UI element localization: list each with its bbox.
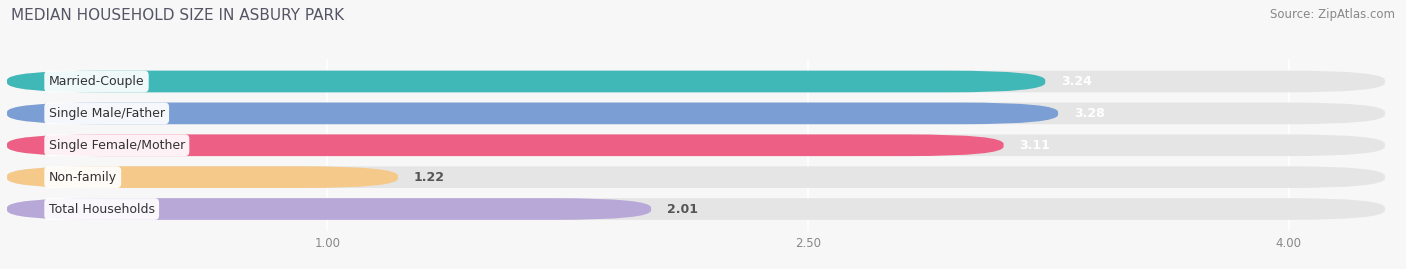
Text: Single Female/Mother: Single Female/Mother xyxy=(49,139,186,152)
FancyBboxPatch shape xyxy=(7,71,1385,92)
FancyBboxPatch shape xyxy=(7,198,651,220)
Text: Total Households: Total Households xyxy=(49,203,155,215)
Text: Married-Couple: Married-Couple xyxy=(49,75,145,88)
Text: 1.22: 1.22 xyxy=(413,171,444,184)
FancyBboxPatch shape xyxy=(7,102,1385,124)
Text: 2.01: 2.01 xyxy=(666,203,699,215)
Text: Single Male/Father: Single Male/Father xyxy=(49,107,165,120)
FancyBboxPatch shape xyxy=(7,71,1045,92)
FancyBboxPatch shape xyxy=(7,166,1385,188)
Text: 3.11: 3.11 xyxy=(1019,139,1050,152)
Text: Non-family: Non-family xyxy=(49,171,117,184)
FancyBboxPatch shape xyxy=(7,134,1385,156)
FancyBboxPatch shape xyxy=(7,198,1385,220)
Text: MEDIAN HOUSEHOLD SIZE IN ASBURY PARK: MEDIAN HOUSEHOLD SIZE IN ASBURY PARK xyxy=(11,8,344,23)
FancyBboxPatch shape xyxy=(7,134,1004,156)
Text: Source: ZipAtlas.com: Source: ZipAtlas.com xyxy=(1270,8,1395,21)
Text: 3.28: 3.28 xyxy=(1074,107,1105,120)
FancyBboxPatch shape xyxy=(7,102,1059,124)
Text: 3.24: 3.24 xyxy=(1062,75,1092,88)
FancyBboxPatch shape xyxy=(7,166,398,188)
